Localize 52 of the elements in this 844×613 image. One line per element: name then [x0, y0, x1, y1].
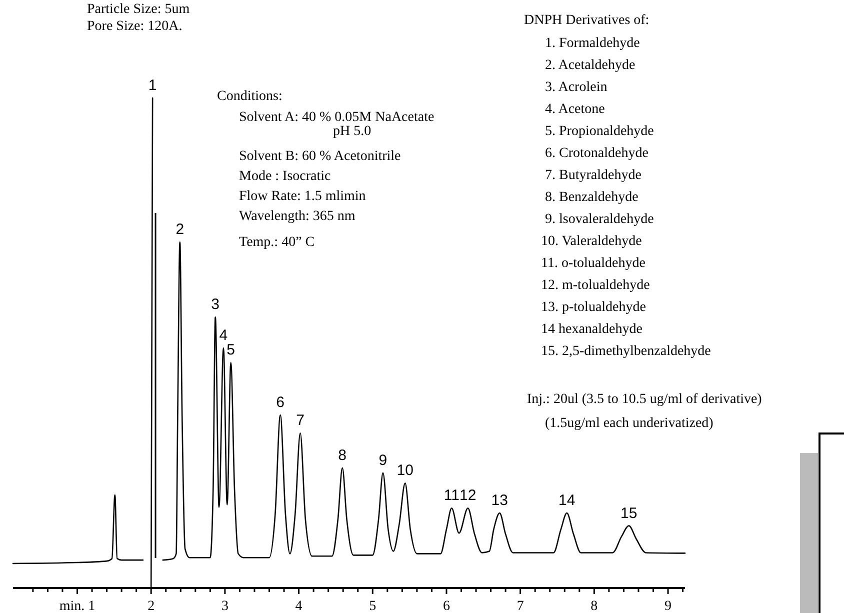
annotation: 13	[491, 492, 508, 510]
annotation: Conditions:	[217, 89, 282, 104]
annotation: Solvent A: 40 % 0.05M NaAcetate	[239, 110, 434, 125]
x-tick-label: 4	[295, 599, 302, 613]
x-tick-label: 7	[516, 599, 524, 613]
annotation: 14	[558, 492, 576, 510]
annotation: Flow Rate: 1.5 mlimin	[239, 189, 366, 204]
annotation: 7	[296, 412, 304, 430]
text: 3. Acrolein	[545, 80, 608, 95]
annotation: 12. m-tolualdehyde	[541, 278, 650, 293]
annotation: 12	[460, 487, 476, 504]
annotation: 15	[620, 504, 638, 522]
annotation: Solvent B: 60 % Acetonitrile	[239, 149, 401, 164]
text: 2. Acetaldehyde	[545, 58, 636, 73]
annotation: 10. Valeraldehyde	[541, 234, 642, 249]
annotation: Wavelength: 365 nm	[239, 209, 356, 224]
annotation: Temp.: 40” C	[239, 235, 315, 250]
annotation: 11. o-tolualdehyde	[541, 256, 646, 271]
annotation: 15. 2,5-dimethylbenzaldehyde	[541, 344, 711, 359]
annotation: pH 5.0	[333, 124, 372, 139]
annotation: Mode : Isocratic	[239, 169, 331, 184]
annotation: 14 hexanaldehyde	[541, 322, 642, 337]
annotation: 2	[176, 221, 184, 238]
annotation: 6	[276, 394, 284, 412]
annotation: 4	[219, 326, 228, 344]
text: DNPH Derivatives of:	[524, 13, 650, 28]
annotation: 5	[226, 342, 236, 359]
text: Pore Size: 120A.	[87, 19, 182, 34]
x-tick-label: min. 1	[59, 599, 96, 613]
text: 1. Formaldehyde	[545, 36, 640, 51]
annotation: (1.5ug/ml each underivatized)	[545, 416, 714, 431]
annotation: 8. Benzaldehyde	[545, 190, 638, 205]
x-tick-label: 5	[369, 599, 376, 613]
annotation: 9	[378, 452, 388, 469]
annotation: 3	[211, 296, 220, 314]
x-tick-label: 3	[221, 599, 228, 613]
annotation: 10	[396, 462, 414, 480]
annotation: 5. Propionaldehyde	[545, 124, 654, 139]
annotation: 9. lsovaleraldehyde	[545, 212, 654, 227]
annotation: Inj.: 20ul (3.5 to 10.5 ug/ml of derivative)	[527, 392, 762, 407]
x-tick-label: 2	[148, 599, 155, 613]
x-tick-label: 9	[664, 599, 672, 613]
annotation: 7. Butyraldehyde	[545, 168, 642, 183]
annotation: 8	[338, 446, 347, 464]
x-tick-label: 8	[590, 599, 598, 613]
annotation: 1	[148, 77, 157, 94]
text: Particle Size: 5um	[87, 2, 190, 17]
annotation: 4. Acetone	[545, 102, 605, 117]
x-tick-label: 6	[442, 599, 450, 613]
annotation: 6. Crotonaldehyde	[545, 146, 648, 161]
annotation: 11	[444, 487, 460, 504]
annotation: 13. p-tolualdehyde	[541, 300, 646, 315]
